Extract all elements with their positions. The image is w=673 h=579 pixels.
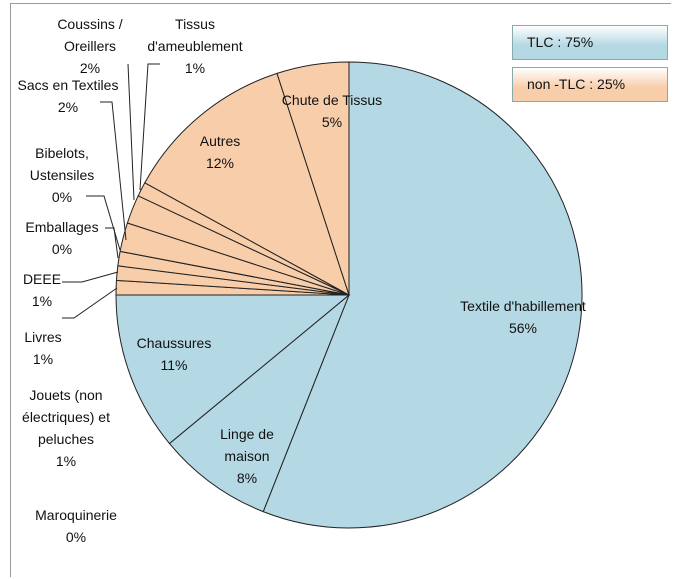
- value-label: 5%: [321, 114, 343, 130]
- leader-line: [127, 63, 135, 201]
- leader-line: [105, 227, 119, 259]
- value-label: 8%: [236, 470, 258, 486]
- value-label: 0%: [51, 241, 73, 257]
- slice-label: DEEE 1%: [12, 268, 72, 312]
- category-label: Emballages: [25, 219, 99, 235]
- value-label: 1%: [32, 351, 54, 367]
- pie-slice: [168, 294, 350, 513]
- leader-line: [62, 287, 118, 319]
- value-label: 0%: [51, 189, 73, 205]
- leader-line: [139, 63, 160, 191]
- category-label: Autres: [199, 133, 241, 149]
- slice-label: Chaussures 11%: [124, 332, 224, 376]
- value-label: 1%: [184, 60, 206, 76]
- slice-label: Sacs en Textiles 2%: [13, 74, 123, 118]
- value-label: 2%: [79, 60, 101, 76]
- category-label: Linge de maison: [220, 426, 274, 464]
- slice-label: Maroquinerie 0%: [21, 504, 131, 548]
- leader-line: [62, 271, 119, 283]
- category-label: DEEE: [22, 271, 62, 287]
- pie-slice: [276, 61, 350, 296]
- value-label: 12%: [205, 155, 235, 171]
- slices: [115, 61, 583, 529]
- pie-slice: [144, 72, 350, 297]
- slice-label: Bibelots, Ustensiles 0%: [22, 142, 102, 208]
- value-label: 0%: [65, 529, 87, 545]
- slice-label: Emballages 0%: [17, 216, 107, 260]
- slice-label: Textile d'habillement 56%: [458, 295, 588, 339]
- legend-entry: non -TLC : 25%: [512, 67, 668, 102]
- slice-label: Coussins / Oreillers 2%: [40, 13, 140, 79]
- value-label: 11%: [160, 357, 188, 373]
- pie-slice: [262, 61, 583, 529]
- slice-label: Tissus d'ameublement 1%: [140, 13, 250, 79]
- category-label: Coussins / Oreillers: [57, 16, 123, 54]
- category-label: Jouets (non électriques) et peluches: [22, 387, 110, 447]
- leader-lines: [62, 63, 160, 319]
- value-label: 1%: [55, 453, 77, 469]
- slice-label: Linge de maison 8%: [207, 423, 287, 489]
- category-label: Sacs en Textiles: [17, 77, 119, 93]
- value-label: 1%: [31, 293, 53, 309]
- pie-slice: [115, 294, 351, 445]
- category-label: Livres: [24, 329, 62, 345]
- category-label: Chute de Tissus: [281, 92, 383, 108]
- category-label: Tissus d'ameublement: [147, 16, 243, 54]
- chart-frame: [10, 3, 671, 577]
- legend-entry: TLC : 75%: [512, 25, 668, 60]
- slice-label: Autres 12%: [190, 130, 250, 174]
- slice-label: Jouets (non électriques) et peluches 1%: [6, 384, 126, 472]
- leader-line: [100, 101, 127, 241]
- value-label: 2%: [57, 99, 79, 115]
- category-label: Bibelots, Ustensiles: [29, 145, 95, 183]
- slice-label: Chute de Tissus 5%: [272, 89, 392, 133]
- category-label: Chaussures: [136, 335, 212, 351]
- category-label: Maroquinerie: [35, 507, 117, 523]
- value-label: 56%: [508, 320, 538, 336]
- slice-label: Livres 1%: [13, 326, 73, 370]
- category-label: Textile d'habillement: [460, 298, 586, 314]
